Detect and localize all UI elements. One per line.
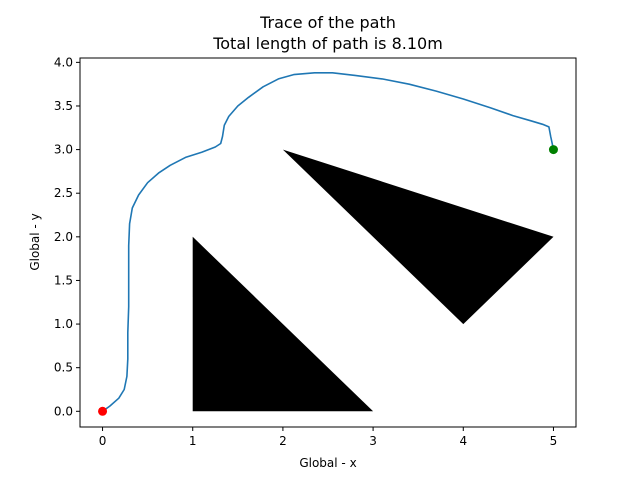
y-tick-label: 2.0 <box>54 230 73 244</box>
y-tick-label: 0.0 <box>54 404 73 418</box>
chart-title: Trace of the path <box>259 13 396 32</box>
x-tick-label: 5 <box>550 434 558 448</box>
end-marker <box>548 145 558 155</box>
y-tick-label: 3.0 <box>54 143 73 157</box>
y-axis: 0.0 0.5 1.0 1.5 2.0 2.5 3.0 3.5 4.0 <box>54 55 80 418</box>
x-tick-label: 1 <box>189 434 197 448</box>
obstacle-1 <box>192 236 374 412</box>
x-tick-label: 2 <box>279 434 287 448</box>
y-tick-label: 0.5 <box>54 361 73 375</box>
plot-area <box>79 57 577 428</box>
x-axis-label: Global - x <box>299 456 356 470</box>
x-axis: 0 1 2 3 4 5 <box>99 427 558 448</box>
path-line-1 <box>101 72 555 413</box>
chart-subtitle: Total length of path is 8.10m <box>212 34 443 53</box>
plot-frame <box>79 57 577 428</box>
x-tick-label: 3 <box>369 434 377 448</box>
x-tick-label: 4 <box>459 434 467 448</box>
y-tick-label: 2.5 <box>54 186 73 200</box>
obstacle-2 <box>282 149 554 325</box>
y-tick-label: 1.5 <box>54 273 73 287</box>
y-axis-label: Global - y <box>28 213 42 270</box>
start-marker <box>98 406 108 416</box>
y-tick-label: 1.0 <box>54 317 73 331</box>
x-tick-label: 0 <box>99 434 107 448</box>
y-tick-label: 3.5 <box>54 99 73 113</box>
y-tick-label: 4.0 <box>54 55 73 69</box>
